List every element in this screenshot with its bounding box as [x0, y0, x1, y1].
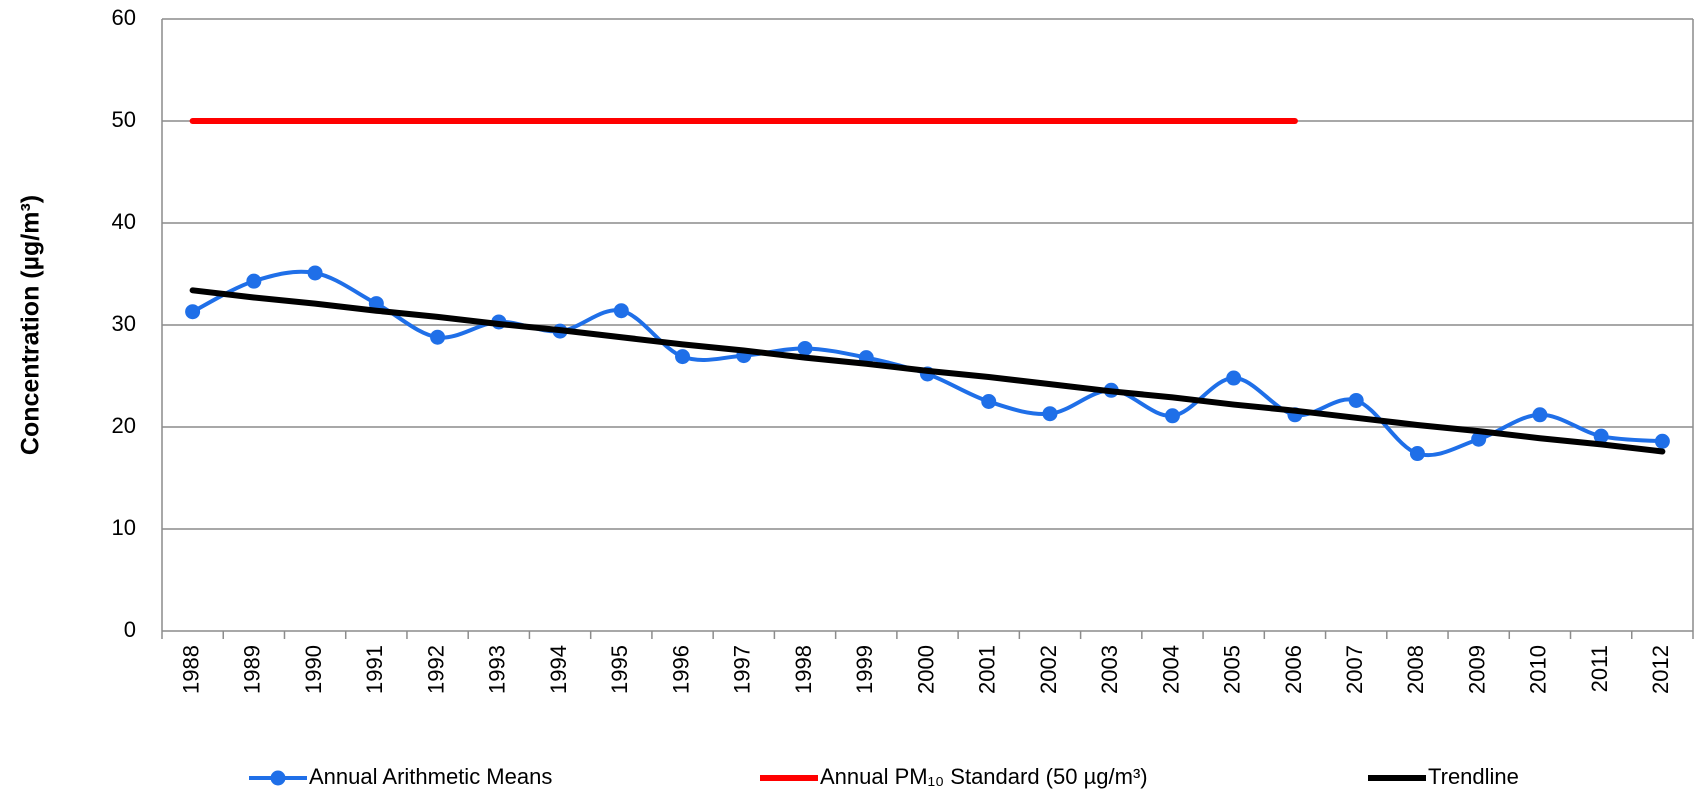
- x-tick-label: 2007: [1342, 645, 1367, 694]
- data-point: [1409, 446, 1425, 462]
- x-tick-label: 2003: [1097, 645, 1122, 694]
- data-point: [1593, 428, 1609, 444]
- data-point: [797, 340, 813, 356]
- y-axis-label: Concentration (µg/m³): [17, 195, 45, 455]
- x-tick-label: 1990: [301, 645, 326, 694]
- x-tick-label: 1991: [362, 645, 387, 694]
- data-point: [675, 349, 691, 365]
- x-tick-label: 1993: [485, 645, 510, 694]
- data-point: [246, 273, 262, 289]
- data-point: [1654, 433, 1670, 449]
- data-point: [1471, 431, 1487, 447]
- data-point: [185, 304, 201, 320]
- data-point: [430, 329, 446, 345]
- data-point: [1042, 406, 1058, 422]
- data-point: [1348, 392, 1364, 408]
- x-tick-label: 2009: [1464, 645, 1489, 694]
- x-tick-label: 2011: [1587, 645, 1612, 692]
- data-point: [307, 265, 323, 281]
- series-line: [189, 287, 1666, 455]
- y-tick-label: 10: [112, 515, 136, 540]
- x-tick-label: 1988: [178, 645, 203, 694]
- x-tick-label: 1989: [240, 645, 265, 694]
- y-tick-label: 20: [112, 413, 136, 438]
- x-tick-label: 1992: [423, 645, 448, 694]
- y-tick-label: 40: [112, 209, 136, 234]
- x-tick-label: 2005: [1220, 645, 1245, 694]
- x-tick-label: 1998: [791, 645, 816, 694]
- y-tick-label: 0: [124, 617, 136, 642]
- y-tick-label: 30: [112, 311, 136, 336]
- x-tick-label: 2001: [975, 645, 1000, 694]
- legend-label: Annual Arithmetic Means: [309, 764, 552, 789]
- x-tick-label: 2004: [1158, 645, 1183, 694]
- legend-label: Trendline: [1428, 764, 1519, 789]
- x-tick-label: 2012: [1648, 645, 1673, 694]
- data-point: [1532, 407, 1548, 423]
- x-tick-label: 2008: [1403, 645, 1428, 694]
- x-tick-label: 1994: [546, 645, 571, 694]
- data-point: [1164, 408, 1180, 424]
- legend-label: Annual PM₁₀ Standard (50 µg/m³): [820, 764, 1148, 789]
- data-point: [613, 303, 629, 319]
- x-tick-label: 1999: [852, 645, 877, 694]
- x-tick-label: 1995: [607, 645, 632, 694]
- x-tick-label: 2002: [1036, 645, 1061, 694]
- x-tick-label: 1996: [668, 645, 693, 694]
- y-tick-label: 60: [112, 5, 136, 30]
- x-tick-label: 2000: [913, 645, 938, 694]
- legend-marker: [270, 770, 286, 786]
- data-point: [981, 394, 997, 409]
- x-tick-label: 2010: [1526, 645, 1551, 694]
- y-tick-label: 50: [112, 107, 136, 132]
- x-tick-label: 1997: [730, 645, 755, 694]
- data-point: [1226, 370, 1242, 386]
- x-tick-label: 2006: [1281, 645, 1306, 694]
